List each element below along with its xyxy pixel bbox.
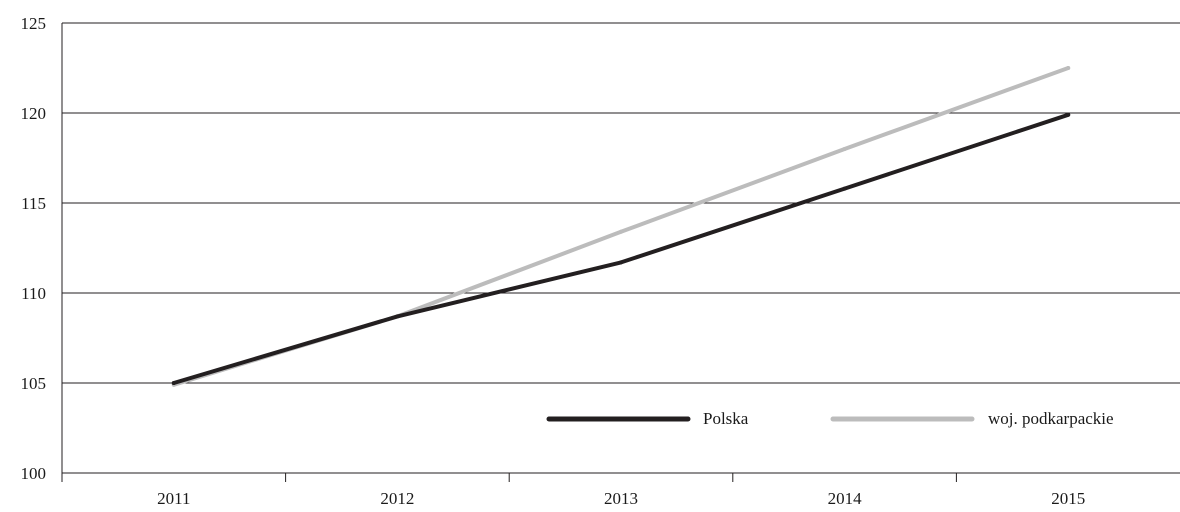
y-tick-label-125: 125: [21, 14, 47, 33]
x-axis-ticks: [61, 473, 957, 482]
x-tick-label-2015: 2015: [1051, 489, 1085, 508]
data-point-1-4: [1066, 66, 1071, 70]
data-point-0-4: [1066, 112, 1071, 117]
series-line-0: [171, 112, 1071, 385]
y-tick-label-115: 115: [21, 194, 46, 213]
legend: Polska woj. podkarpackie: [546, 409, 1114, 428]
y-axis-tick-labels: 100 105 110 115 120 125: [21, 14, 47, 483]
y-tick-label-105: 105: [21, 374, 47, 393]
y-tick-label-120: 120: [21, 104, 47, 123]
y-tick-label-110: 110: [21, 284, 46, 303]
data-point-1-3: [842, 147, 847, 151]
legend-label-1: woj. podkarpackie: [988, 409, 1114, 428]
data-point-0-3: [842, 186, 847, 191]
data-point-0-0: [171, 381, 176, 385]
series-lines: [171, 66, 1071, 387]
legend-label-0: Polska: [703, 409, 749, 428]
data-point-1-2: [619, 229, 623, 234]
data-point-0-1: [395, 314, 400, 319]
x-tick-label-2011: 2011: [157, 489, 190, 508]
gridlines: [62, 22, 1180, 474]
series-line-1: [171, 66, 1071, 387]
x-axis-tick-labels: 2011 2012 2013 2014 2015: [157, 489, 1085, 508]
x-tick-label-2014: 2014: [828, 489, 863, 508]
data-point-0-2: [619, 260, 623, 265]
x-tick-label-2012: 2012: [380, 489, 414, 508]
x-tick-label-2013: 2013: [604, 489, 638, 508]
y-tick-label-100: 100: [21, 464, 47, 483]
